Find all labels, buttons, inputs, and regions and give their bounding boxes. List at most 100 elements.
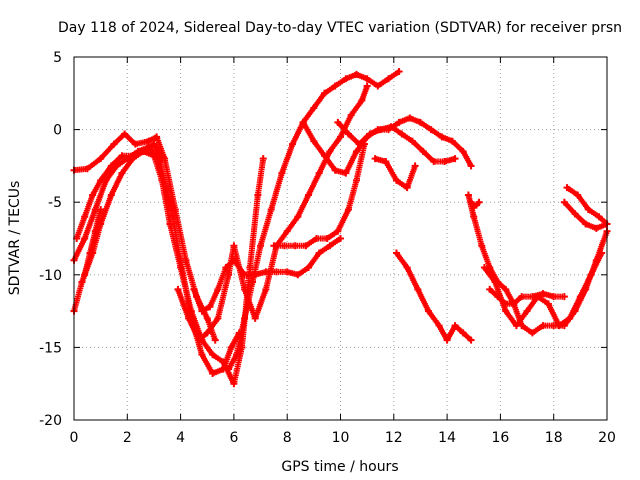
data-point: [281, 242, 289, 250]
data-point: [321, 89, 329, 97]
data-point: [190, 285, 198, 293]
data-point: [467, 198, 475, 206]
data-point: [251, 314, 259, 322]
data-point: [395, 68, 403, 76]
data-point: [392, 249, 400, 257]
data-point: [448, 137, 456, 145]
series-markers: [465, 191, 610, 336]
data-point: [262, 285, 270, 293]
data-point: [233, 351, 241, 359]
data-point: [225, 271, 233, 279]
data-point: [582, 220, 590, 228]
data-point: [97, 176, 105, 184]
chart-title: Day 118 of 2024, Sidereal Day-to-day VTE…: [58, 20, 622, 36]
data-point: [310, 137, 318, 145]
series-arc-5: [81, 205, 105, 279]
data-point: [424, 307, 432, 315]
data-point: [97, 205, 105, 213]
data-point: [337, 133, 344, 141]
data-point: [131, 140, 139, 148]
data-point: [358, 97, 366, 105]
data-point: [323, 235, 331, 242]
data-point: [502, 307, 510, 315]
data-point: [81, 235, 89, 242]
data-point: [584, 205, 592, 213]
data-point: [539, 290, 547, 298]
data-point: [438, 133, 446, 141]
data-point: [198, 351, 206, 359]
x-tick-label: 18: [545, 430, 563, 446]
x-tick-label: 12: [385, 430, 403, 446]
data-point: [86, 249, 94, 257]
x-tick-label: 8: [283, 430, 292, 446]
data-point: [574, 191, 582, 199]
data-point: [344, 205, 352, 213]
data-point: [209, 370, 217, 378]
data-point: [342, 169, 350, 177]
x-tick-label: 2: [123, 430, 132, 446]
series-arc-8: [225, 68, 403, 373]
data-point: [289, 140, 297, 148]
data-point: [257, 242, 265, 250]
data-point: [464, 191, 472, 199]
data-point: [414, 285, 422, 293]
data-point: [139, 147, 147, 155]
data-point: [366, 130, 374, 138]
data-point: [313, 235, 321, 242]
data-point: [478, 242, 486, 250]
data-point: [118, 169, 126, 177]
data-point: [512, 322, 520, 330]
series-arc-13: [392, 249, 475, 344]
data-point: [592, 224, 600, 232]
data-point: [352, 70, 360, 78]
data-point: [539, 322, 547, 330]
data-point: [491, 278, 499, 286]
y-tick-label: 5: [53, 50, 62, 66]
data-point: [371, 155, 379, 163]
data-point: [576, 293, 584, 301]
series-arc-3: [70, 143, 243, 378]
data-point: [376, 126, 384, 134]
data-point: [270, 242, 278, 250]
series-arc-4: [73, 140, 166, 242]
data-point: [227, 343, 235, 351]
data-point: [384, 75, 392, 83]
data-point: [107, 191, 115, 199]
data-point: [259, 155, 267, 163]
data-point: [408, 137, 416, 145]
data-point: [249, 278, 257, 286]
data-point: [374, 82, 382, 90]
series-arc-14: [464, 191, 611, 337]
data-point: [518, 293, 526, 301]
series-arc-11: [334, 118, 459, 166]
data-point: [241, 314, 249, 322]
data-point: [278, 169, 286, 177]
data-point: [560, 198, 568, 206]
x-tick-label: 14: [438, 430, 456, 446]
data-point: [241, 271, 249, 279]
data-point: [459, 147, 467, 155]
data-point: [315, 169, 323, 177]
data-point: [206, 303, 214, 311]
data-point: [81, 271, 89, 279]
data-point: [587, 271, 595, 279]
series-markers: [393, 250, 475, 344]
data-point: [598, 249, 606, 257]
data-point: [174, 285, 182, 293]
plot-frame: [73, 56, 608, 421]
y-tick-label: -5: [48, 195, 62, 211]
x-tick-label: 6: [229, 430, 238, 446]
data-point: [177, 256, 185, 264]
data-point: [254, 191, 262, 199]
data-point: [528, 329, 536, 337]
data-point: [363, 82, 371, 90]
data-point: [97, 155, 105, 163]
data-point: [241, 285, 249, 293]
data-point: [334, 227, 342, 235]
data-point: [443, 336, 451, 344]
data-point: [451, 155, 459, 163]
data-point: [321, 152, 329, 160]
data-point: [305, 191, 313, 199]
data-point: [403, 264, 411, 272]
data-point: [121, 130, 129, 138]
